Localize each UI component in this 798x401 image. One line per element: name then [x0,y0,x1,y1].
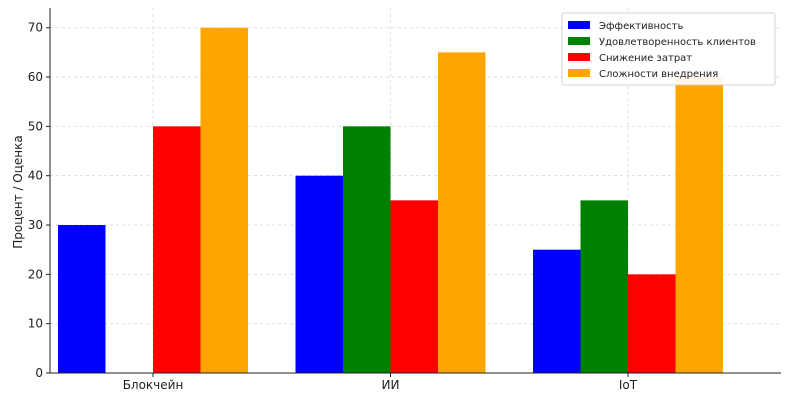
x-tick-label: Блокчейн [123,378,184,392]
bar [533,249,581,373]
y-tick-label: 50 [28,119,43,133]
legend-label: Удовлетворенность клиентов [599,37,756,48]
y-axis-label: Процент / Оценка [11,135,25,248]
legend-label: Эффективность [599,21,683,32]
legend-box [561,12,776,86]
x-tick-label: ИИ [382,378,400,392]
bar [343,126,391,373]
bar [628,274,676,373]
y-tick-label: 40 [28,169,43,183]
legend-label: Снижение затрат [599,53,692,64]
legend-swatch [568,53,590,61]
legend-swatch [568,21,590,29]
bar [200,27,248,373]
axes: 0 10 20 30 40 50 60 70 Блокчейн ИИ IoT [28,8,781,392]
y-tick-label: 20 [28,267,43,281]
bar [580,200,628,373]
y-tick-label: 30 [28,218,43,232]
bars [58,27,723,374]
x-tick-label: IoT [619,378,638,392]
bar [675,77,723,374]
y-tick-label: 10 [28,317,43,331]
bar [295,175,343,373]
bar [438,52,486,373]
legend-swatch [568,37,590,45]
bar [58,225,106,373]
y-tick-label: 70 [28,21,43,35]
legend: Эффективность Удовлетворенность клиентов С… [561,12,776,86]
bar [390,200,438,373]
bar [153,126,201,373]
y-tick-label: 0 [35,366,43,380]
legend-label: Сложности внедрения [599,69,718,80]
legend-swatch [568,69,590,77]
y-tick-label: 60 [28,70,43,84]
